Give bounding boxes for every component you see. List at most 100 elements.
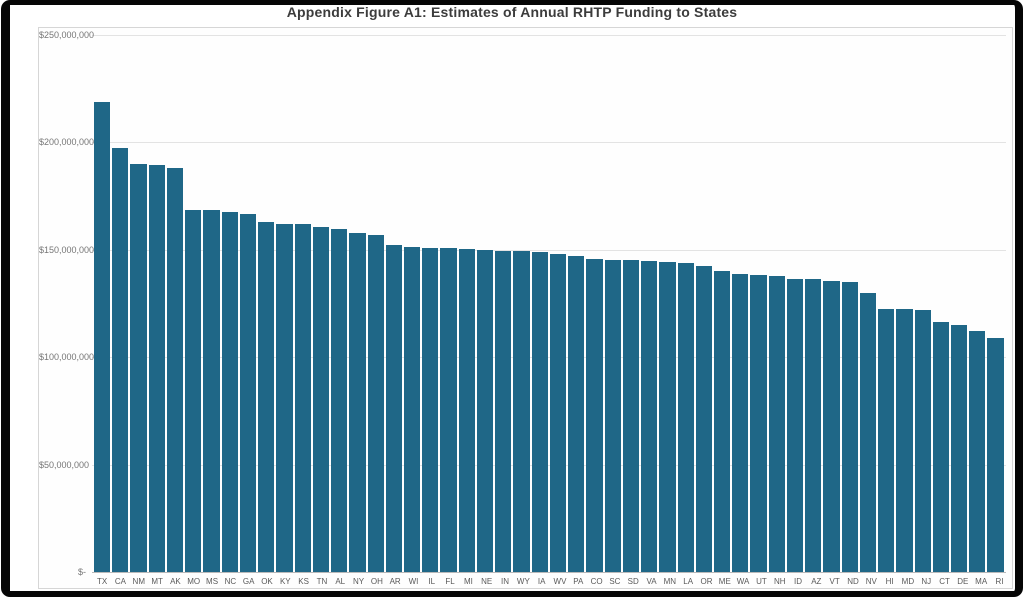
bar-AL: [331, 228, 348, 572]
x-axis-label-NE: NE: [481, 577, 493, 586]
bar-VA: [641, 261, 658, 572]
x-axis-label-MO: MO: [187, 577, 201, 586]
x-axis-label-IA: IA: [537, 577, 546, 586]
bar-OR: [695, 265, 712, 572]
bar-DE: [951, 324, 968, 572]
x-axis-label-KY: KY: [279, 577, 291, 586]
bar-SD: [622, 260, 640, 572]
x-axis-label-NJ: NJ: [921, 577, 932, 586]
y-axis-label: $50,000,000: [39, 459, 90, 470]
x-axis-label-TX: TX: [97, 577, 108, 586]
x-axis-label-UT: UT: [756, 577, 767, 586]
bar-CT: [932, 321, 950, 572]
bar-NM: [130, 163, 147, 572]
x-axis-label-HI: HI: [885, 577, 894, 586]
x-axis-label-VT: VT: [829, 577, 840, 586]
bar-NE: [476, 250, 494, 572]
x-axis-label-PA: PA: [573, 577, 584, 586]
x-axis-label-CT: CT: [939, 577, 950, 586]
x-axis-label-ND: ND: [847, 577, 859, 586]
bar-OH: [367, 235, 384, 572]
bar-MI: [458, 249, 475, 572]
x-axis-label-WY: WY: [516, 577, 530, 586]
x-axis-label-TN: TN: [316, 577, 328, 586]
x-axis-label-DE: DE: [957, 577, 969, 586]
bar-MO: [185, 209, 202, 572]
bar-KS: [294, 224, 311, 572]
bar-ME: [713, 270, 731, 572]
bar-AK: [166, 167, 184, 572]
x-axis-label-SD: SD: [627, 577, 639, 586]
bar-WA: [732, 274, 749, 572]
y-axis-label: $150,000,000: [39, 244, 95, 255]
x-axis-label-FL: FL: [445, 577, 455, 586]
gridline: [92, 35, 1006, 36]
x-axis-label-MN: MN: [663, 577, 677, 586]
x-axis-label-OR: OR: [700, 577, 713, 586]
plot-area: [92, 35, 1006, 573]
bar-OK: [258, 222, 275, 572]
bar-MS: [203, 210, 220, 572]
x-axis: TX CA NM MT AK MO MS NC GA OK KY KS TN AL NY OH AR WI IL FL…: [92, 577, 1010, 586]
x-axis-label-NH: NH: [773, 577, 786, 586]
gridline: [92, 249, 1006, 251]
bar-GA: [239, 214, 257, 572]
x-axis-label-NC: NC: [224, 577, 237, 586]
x-axis-label-CA: CA: [114, 577, 127, 586]
x-axis-label-AK: AK: [170, 577, 181, 586]
x-axis-label-LA: LA: [683, 577, 694, 586]
bar-IL: [422, 247, 439, 572]
x-axis-label-AZ: AZ: [811, 577, 822, 586]
x-axis-label-ME: ME: [718, 577, 731, 586]
x-axis-label-IL: IL: [428, 577, 436, 586]
bar-WV: [549, 253, 567, 572]
x-axis-label-KS: KS: [298, 577, 309, 586]
x-axis-label-IN: IN: [501, 577, 510, 586]
bar-TN: [312, 227, 330, 572]
bar-KY: [276, 223, 293, 572]
bar-NC: [221, 212, 238, 572]
y-axis-label: $250,000,000: [39, 30, 95, 40]
chart-title: Appendix Figure A1: Estimates of Annual …: [286, 4, 738, 20]
bar-ID: [786, 278, 804, 572]
gridline: [92, 142, 1006, 144]
x-axis-label-ID: ID: [794, 577, 803, 586]
y-axis-label: $-: [77, 567, 86, 577]
x-axis-label-MD: MD: [901, 577, 915, 586]
bar-LA: [677, 263, 694, 572]
bar-CO: [586, 259, 603, 572]
gridline: [92, 464, 1006, 466]
y-axis-label: $200,000,000: [39, 137, 95, 148]
x-axis-label-SC: SC: [609, 577, 621, 586]
bar-HI: [878, 308, 895, 572]
x-axis-label-WV: WV: [553, 577, 567, 586]
bar-MD: [896, 309, 913, 572]
x-axis-label-MI: MI: [463, 577, 473, 586]
bar-NJ: [914, 309, 931, 572]
x-axis-label-OH: OH: [370, 577, 383, 586]
bar-IN: [495, 250, 512, 572]
x-axis-label-WA: WA: [736, 577, 750, 586]
x-axis-label-AL: AL: [335, 577, 346, 586]
x-axis-label-WI: WI: [408, 577, 419, 586]
x-axis-label-RI: RI: [995, 577, 1004, 586]
chart-area: $250,000,000 $200,000,000 $150,000,000 $100…: [38, 27, 1013, 589]
x-axis-label-NV: NV: [865, 577, 877, 586]
x-axis-label-VA: VA: [646, 577, 657, 586]
bar-MA: [969, 331, 986, 572]
x-axis-label-OK: OK: [261, 577, 273, 586]
x-axis-label-NM: NM: [132, 577, 145, 586]
x-axis-label-GA: GA: [242, 577, 255, 586]
bar-IA: [531, 252, 548, 572]
bar-CA: [112, 148, 129, 572]
x-axis-label-MS: MS: [206, 577, 219, 586]
x-axis-label-MT: MT: [151, 577, 163, 586]
bar-UT: [750, 275, 767, 572]
bar-NV: [859, 292, 877, 572]
bar-NY: [349, 233, 366, 572]
bar-RI: [987, 338, 1004, 572]
bar-WY: [513, 251, 530, 572]
bar-SC: [604, 260, 621, 572]
bar-series: [92, 35, 1006, 572]
